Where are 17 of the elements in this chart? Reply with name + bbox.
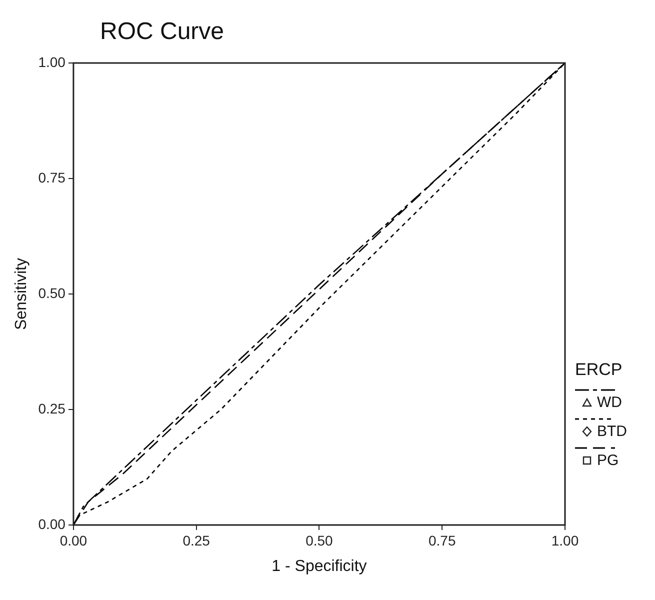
legend-title: ERCP bbox=[575, 360, 624, 380]
y-tick-label: 0.75 bbox=[38, 169, 66, 186]
x-tick-label: 0.75 bbox=[428, 532, 456, 548]
text: BTD bbox=[597, 423, 627, 440]
x-axis-title: 1 - Specificity bbox=[272, 558, 367, 575]
y-tick-label: 0.00 bbox=[38, 516, 66, 532]
text: PG bbox=[597, 452, 619, 469]
y-tick-label: 0.25 bbox=[38, 400, 66, 416]
y-tick-label: 0.50 bbox=[38, 284, 66, 301]
y-tick-label: 1.00 bbox=[38, 54, 66, 70]
chart-title: ROC Curve bbox=[100, 18, 224, 46]
x-tick-label: 1.00 bbox=[551, 532, 579, 548]
x-tick-label: 0.50 bbox=[306, 532, 334, 548]
y-axis-title: Sensitivity bbox=[13, 258, 30, 330]
text: WD bbox=[597, 394, 622, 411]
x-tick-label: 0.25 bbox=[182, 532, 210, 548]
x-tick-label: 0.00 bbox=[60, 532, 88, 548]
